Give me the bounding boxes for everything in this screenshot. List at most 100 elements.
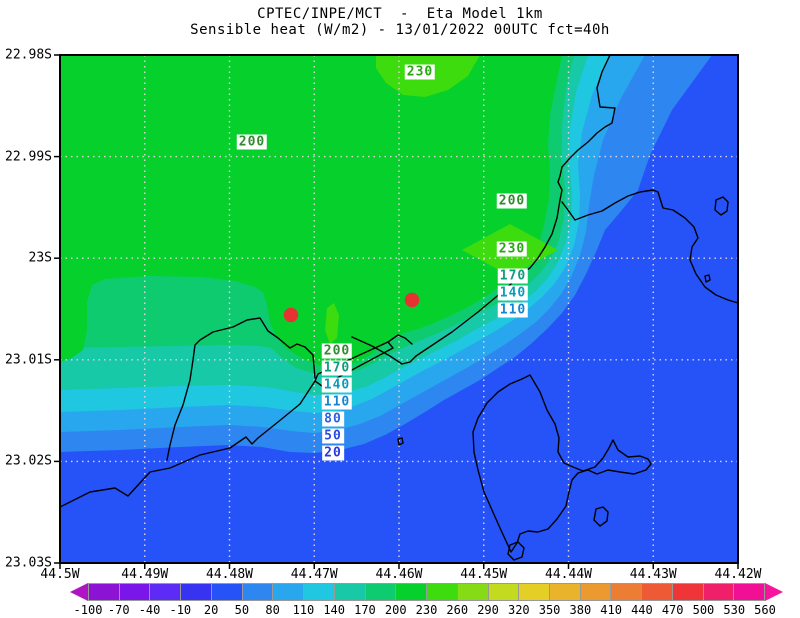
island-small-northeast xyxy=(714,196,729,216)
colorbar-value-380: 380 xyxy=(569,603,592,617)
lon-label-44.42W: 44.42W xyxy=(714,567,762,582)
coastline-southwest xyxy=(60,380,316,508)
lat-label-23.01S: 23.01S xyxy=(5,352,52,368)
axis-ticks xyxy=(54,54,739,569)
grid-lines xyxy=(60,55,738,563)
contour-label-140: 140 xyxy=(497,285,529,301)
contour-label-110: 110 xyxy=(321,394,353,410)
lon-label-44.46W: 44.46W xyxy=(375,567,423,582)
colorbar-segment--70-to--40 xyxy=(119,584,151,600)
colorbar-value-470: 470 xyxy=(661,603,684,617)
lon-label-44.45W: 44.45W xyxy=(460,567,508,582)
lon-label-44.44W: 44.44W xyxy=(545,567,592,582)
pier-line-south xyxy=(351,336,417,365)
colorbar-value-50: 50 xyxy=(234,603,250,617)
island-tiny-east xyxy=(704,274,711,283)
colorbar-value-440: 440 xyxy=(631,603,653,617)
colorbar-value-140: 140 xyxy=(323,603,346,617)
contour-label-140: 140 xyxy=(321,377,353,393)
colorbar-segment-260-to-290 xyxy=(457,584,489,600)
lat-label-23.03S: 23.03S xyxy=(5,555,52,571)
colorbar-value-530: 530 xyxy=(723,603,746,617)
colorbar-segment-20-to-50 xyxy=(211,584,243,600)
pier-line-north xyxy=(387,334,413,345)
island-tiny-channel xyxy=(397,437,404,446)
colorbar-value--40: -40 xyxy=(138,603,161,617)
colorbar-segment-410-to-440 xyxy=(611,584,643,600)
contour-label-170: 170 xyxy=(497,268,529,284)
colorbar-segment-380-to-410 xyxy=(580,584,612,600)
station-markers xyxy=(283,292,420,323)
colorbar-value-320: 320 xyxy=(507,603,530,617)
island-small-south xyxy=(507,541,525,561)
lon-label-44.47W: 44.47W xyxy=(290,567,338,582)
colorbar-value-290: 290 xyxy=(477,603,499,617)
colorbar-segment-140-to-170 xyxy=(334,584,366,600)
colorbar-segment--100-to--70 xyxy=(89,584,120,600)
coastline-west-hook xyxy=(166,317,316,461)
contour-label-20: 20 xyxy=(322,445,344,461)
colorbar-segment-290-to-320 xyxy=(488,584,520,600)
lat-label-23S: 23S xyxy=(28,250,52,266)
colorbar-segment--10-to-20 xyxy=(181,584,212,600)
chart-title: CPTEC/INPE/MCT - Eta Model 1km xyxy=(257,6,543,22)
colorbar-segment-200-to-230 xyxy=(396,584,428,600)
colorbar-value--10: -10 xyxy=(169,603,192,617)
contour-label-200: 200 xyxy=(236,134,268,150)
colorbar-segment-80-to-110 xyxy=(273,584,305,600)
colorbar-segment-500-to-530 xyxy=(703,584,735,600)
colorbar-value-230: 230 xyxy=(415,603,438,617)
colorbar-segment-320-to-350 xyxy=(519,584,551,600)
colorbar-segment-350-to-380 xyxy=(550,584,581,600)
chart-subtitle: Sensible heat (W/m2) - 13/01/2022 00UTC … xyxy=(190,22,610,38)
island-ilhabela xyxy=(472,374,652,553)
contour-band-200 xyxy=(60,55,562,367)
station-dot-west xyxy=(283,307,299,323)
colorbar-value--100: -100 xyxy=(73,603,103,617)
station-dot-east xyxy=(404,292,420,308)
contour-label-230: 230 xyxy=(496,241,528,257)
colorbar-value-170: 170 xyxy=(354,603,376,617)
lat-label-22.99S: 22.99S xyxy=(5,149,52,165)
colorbar-segment-110-to-140 xyxy=(304,584,335,600)
colorbar-segment-230-to-260 xyxy=(427,584,458,600)
colorbar-value-80: 80 xyxy=(265,603,280,617)
colorbar-segment-50-to-80 xyxy=(242,584,274,600)
contour-label-110: 110 xyxy=(497,302,529,318)
island-small-southeast xyxy=(593,506,609,527)
colorbar-value-110: 110 xyxy=(292,603,315,617)
colorbar-value-560: 560 xyxy=(754,603,776,617)
title-block: CPTEC/INPE/MCT - Eta Model 1km Sensible … xyxy=(0,6,800,38)
runway-outline xyxy=(314,341,394,387)
colorbar-value-20: 20 xyxy=(203,603,219,617)
lat-label-22.98S: 22.98S xyxy=(5,47,52,63)
colorbar-value--70: -70 xyxy=(107,603,130,617)
contour-label-200: 200 xyxy=(321,343,353,359)
colorbar-value-500: 500 xyxy=(692,603,715,617)
colorbar-value-260: 260 xyxy=(446,603,469,617)
colorbar-value-350: 350 xyxy=(538,603,561,617)
colorbar-segment-170-to-200 xyxy=(365,584,397,600)
colorbar-segment--40-to--10 xyxy=(150,584,182,600)
colorbar-segment-530-to-560 xyxy=(734,584,765,600)
colorbar-right-arrow xyxy=(765,583,783,601)
contour-label-170: 170 xyxy=(321,360,353,376)
colorbar-left-arrow xyxy=(70,583,88,601)
lon-label-44.5W: 44.5W xyxy=(40,567,80,582)
contour-label-200: 200 xyxy=(496,193,528,209)
lon-label-44.48W: 44.48W xyxy=(206,567,253,582)
coastline-channel-northeast xyxy=(415,55,616,357)
coastline-caraguatatuba-bay xyxy=(561,189,738,304)
colorbar-value-200: 200 xyxy=(384,603,407,617)
contour-band-230-sliver xyxy=(325,303,339,344)
colorbar xyxy=(88,583,765,601)
contour-label-80: 80 xyxy=(322,411,344,427)
lon-label-44.49W: 44.49W xyxy=(121,567,169,582)
contour-label-50: 50 xyxy=(322,428,344,444)
contour-label-230: 230 xyxy=(404,64,436,80)
lat-label-23.02S: 23.02S xyxy=(5,453,52,469)
colorbar-segment-440-to-470 xyxy=(642,584,673,600)
colorbar-segment-470-to-500 xyxy=(672,584,704,600)
